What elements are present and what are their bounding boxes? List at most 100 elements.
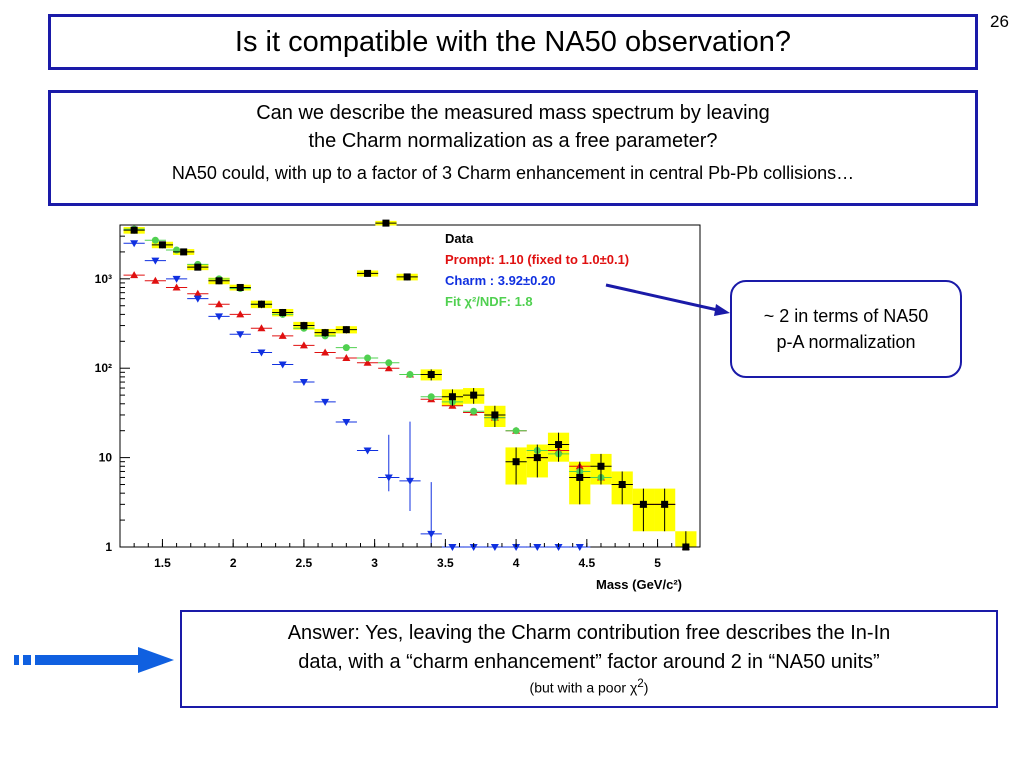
charm-point <box>236 331 245 339</box>
prompt-point <box>363 358 372 366</box>
callout-connector-head <box>714 304 730 316</box>
data-point <box>576 473 584 481</box>
charm-point <box>299 379 308 387</box>
x-tick-label: 2 <box>230 556 237 570</box>
chart-axes: 1.5 2 2.5 3 3.5 4 4.5 5 1 10 10² 10³ <box>95 224 687 570</box>
x-tick-label: 2.5 <box>296 556 313 570</box>
charm-point <box>130 240 139 248</box>
y-tick-label: 10³ <box>95 272 112 286</box>
na50-note: NA50 could, with up to a factor of 3 Cha… <box>171 163 855 183</box>
x-axis-label: Mass (GeV/c²) <box>596 577 682 592</box>
prompt-point <box>299 341 308 349</box>
answer-line-1: Answer: Yes, leaving the Charm contribut… <box>287 622 891 644</box>
fit-point <box>512 427 520 435</box>
data-point <box>257 300 265 308</box>
prompt-point <box>321 348 330 356</box>
legend-data: Data <box>445 231 474 246</box>
data-point <box>448 393 456 401</box>
fit-point <box>427 393 435 401</box>
data-point <box>194 263 202 271</box>
charm-point <box>151 257 160 265</box>
answer-box: Answer: Yes, leaving the Charm contribut… <box>180 610 998 708</box>
charm-point <box>363 447 372 455</box>
prompt-point <box>193 289 202 297</box>
data-point <box>215 277 223 285</box>
question-line-2: the Charm normalization as a free parame… <box>308 130 718 152</box>
fit-point <box>342 344 350 352</box>
data-point <box>279 308 287 316</box>
legend-prompt: Prompt: 1.10 (fixed to 1.0±0.1) <box>445 252 629 267</box>
charm-point <box>575 544 584 551</box>
fit-point <box>151 236 159 244</box>
arrow-icon <box>14 647 174 673</box>
charm-point <box>172 275 181 283</box>
x-tick-label: 4 <box>513 556 520 570</box>
question-box: Can we describe the measured mass spectr… <box>48 90 978 206</box>
callout-line-2: p-A normalization <box>776 332 916 352</box>
charm-point <box>257 349 266 357</box>
charm-point <box>278 361 287 369</box>
data-point <box>597 462 605 470</box>
data-point <box>470 391 478 399</box>
data-point <box>661 500 669 508</box>
x-tick-label: 3 <box>371 556 378 570</box>
data-point <box>382 219 390 227</box>
callout-line-1: ~ 2 in terms of NA50 <box>763 306 929 326</box>
fit-point <box>173 246 181 254</box>
x-tick-label: 5 <box>654 556 661 570</box>
callout-box: ~ 2 in terms of NA50 p-A normalization <box>730 280 962 378</box>
y-tick-label: 10 <box>99 451 113 465</box>
legend-charm: Charm : 3.92±0.20 <box>445 273 555 288</box>
data-point <box>639 500 647 508</box>
charm-point <box>406 477 414 485</box>
charm-point <box>193 295 202 303</box>
y-tick-label: 1 <box>105 540 112 554</box>
data-point <box>300 322 308 330</box>
x-tick-label: 4.5 <box>578 556 595 570</box>
fit-point <box>470 407 478 415</box>
charm-point <box>490 544 499 551</box>
slide-number: 26 <box>990 12 1009 31</box>
data-point <box>427 371 435 379</box>
charm-point <box>427 530 436 538</box>
prompt-point <box>151 276 160 284</box>
data-point <box>618 481 626 489</box>
data-point <box>555 441 563 449</box>
data-point <box>180 248 188 256</box>
charm-point <box>342 419 351 427</box>
data-point <box>364 269 372 277</box>
callout-connector <box>605 283 723 313</box>
prompt-point <box>342 354 351 362</box>
title-box: Is it compatible with the NA50 observati… <box>48 14 978 70</box>
prompt-point <box>130 271 139 279</box>
charm-point <box>321 398 330 406</box>
legend-fit: Fit χ²/NDF: 1.8 <box>445 294 533 309</box>
charm-point <box>554 544 563 551</box>
charm-point <box>215 313 224 321</box>
charm-point <box>512 544 521 551</box>
answer-note: (but with a poor χ2) <box>529 677 649 696</box>
data-point <box>130 226 138 234</box>
y-tick-label: 10² <box>95 361 112 375</box>
prompt-point <box>384 364 393 372</box>
slide-title: Is it compatible with the NA50 observati… <box>234 25 792 58</box>
fit-point <box>364 354 372 362</box>
data-point <box>512 458 520 466</box>
fit-point <box>385 359 393 367</box>
chart-legend: Data Prompt: 1.10 (fixed to 1.0±0.1) Cha… <box>445 231 629 309</box>
data-point <box>533 454 541 462</box>
data-point <box>491 411 499 419</box>
charm-point <box>384 474 393 482</box>
charm-point <box>469 544 478 551</box>
answer-line-2: data, with a “charm enhancement” factor … <box>298 651 880 673</box>
prompt-point <box>257 324 266 332</box>
prompt-point <box>278 331 287 339</box>
data-point <box>158 241 166 249</box>
data-point <box>342 326 350 334</box>
charm-point <box>448 544 457 551</box>
prompt-point <box>172 283 181 291</box>
x-tick-label: 1.5 <box>154 556 171 570</box>
prompt-point <box>236 310 245 318</box>
question-line-1: Can we describe the measured mass spectr… <box>256 102 770 124</box>
